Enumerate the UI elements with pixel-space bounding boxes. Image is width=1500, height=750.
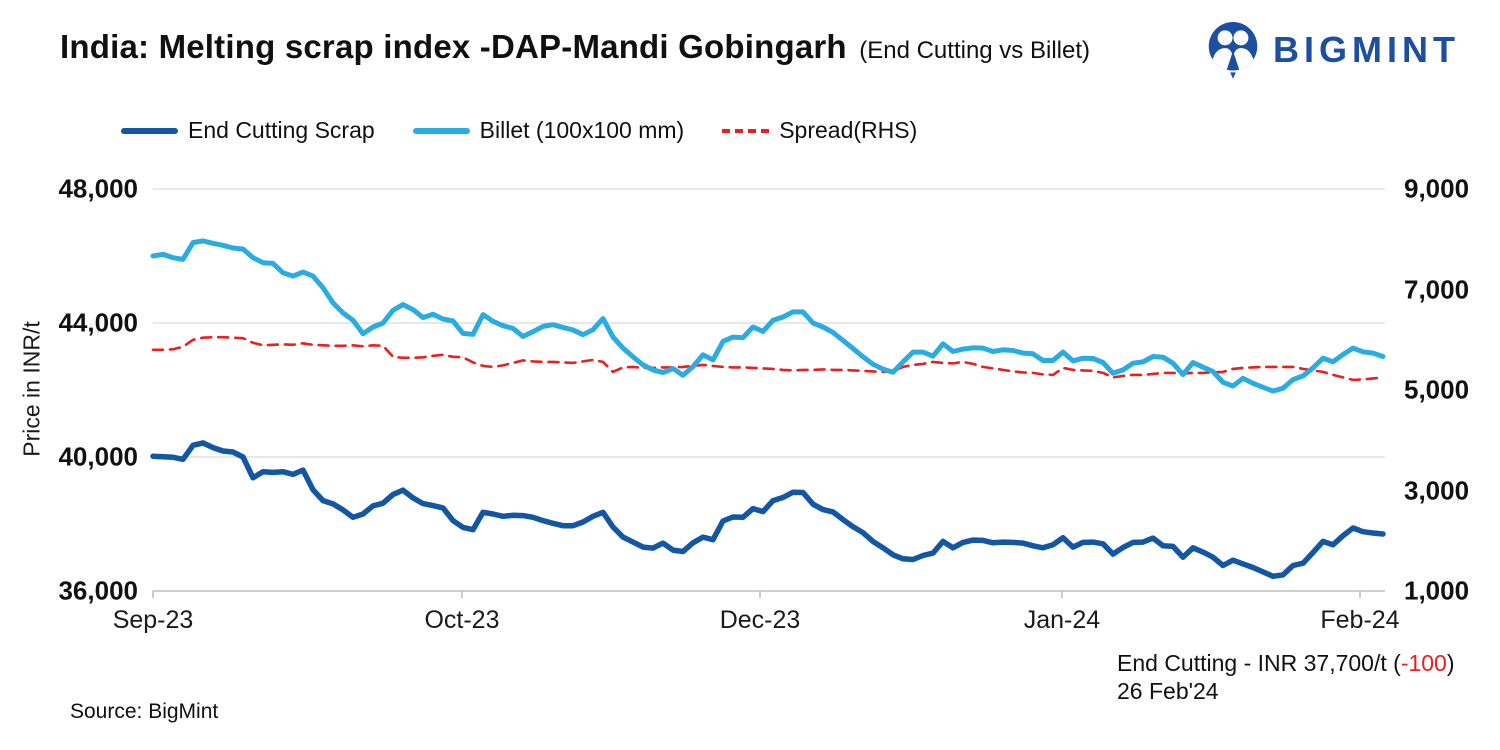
y-axis-tick-right: 7,000 [1404,274,1470,304]
chart-subtitle: (End Cutting vs Billet) [859,37,1090,64]
legend-item-billet: Billet (100x100 mm) [412,117,723,144]
page-title: India: Melting scrap index -DAP-Mandi Go… [60,28,1090,66]
chart-title: India: Melting scrap index -DAP-Mandi Go… [60,28,847,65]
latest-price-annotation: End Cutting - INR 37,700/t (-100) 26 Feb… [1117,649,1455,705]
y-axis-tick-right: 5,000 [1404,374,1470,405]
y-axis-tick-left: 48,000 [58,173,138,204]
x-axis-tick: Oct-23 [424,606,500,634]
end-cutting-line-swatch [121,127,178,134]
legend-item-end-cutting: End Cutting Scrap [121,117,413,144]
y-axis-tick-left: 36,000 [58,575,138,606]
spread-dashed-swatch [722,128,770,133]
y-axis-title: Price in INR/t [18,321,45,457]
legend-label: Spread(RHS) [779,117,918,143]
y-axis-tick-right: 3,000 [1404,475,1470,505]
chart-legend: End Cutting Scrap Billet (100x100 mm) Sp… [121,117,955,144]
legend-label: End Cutting Scrap [188,117,375,143]
brand-logo: BIGMINT [1205,20,1460,80]
x-axis-tick: Jan-24 [1023,606,1101,634]
annotation-line1: End Cutting - INR 37,700/t (-100) [1117,650,1455,676]
y-axis-tick-right: 9,000 [1404,173,1470,204]
y-axis-tick-right: 1,000 [1404,575,1470,606]
y-axis-tick-left: 44,000 [58,307,138,338]
brand-name: BIGMINT [1273,29,1460,70]
legend-label: Billet (100x100 mm) [479,117,685,143]
y-axis-tick-left: 40,000 [58,441,138,472]
x-axis-tick: Feb-24 [1320,606,1400,634]
x-axis-tick: Sep-23 [112,606,194,634]
annotation-date: 26 Feb'24 [1117,678,1219,704]
legend-item-spread: Spread(RHS) [722,117,955,144]
source-note: Source: BigMint [70,700,219,723]
price-change: -100 [1400,650,1447,676]
bigmint-logo-icon [1208,22,1258,79]
x-axis-tick: Dec-23 [719,606,801,634]
billet-line-swatch [412,127,470,134]
